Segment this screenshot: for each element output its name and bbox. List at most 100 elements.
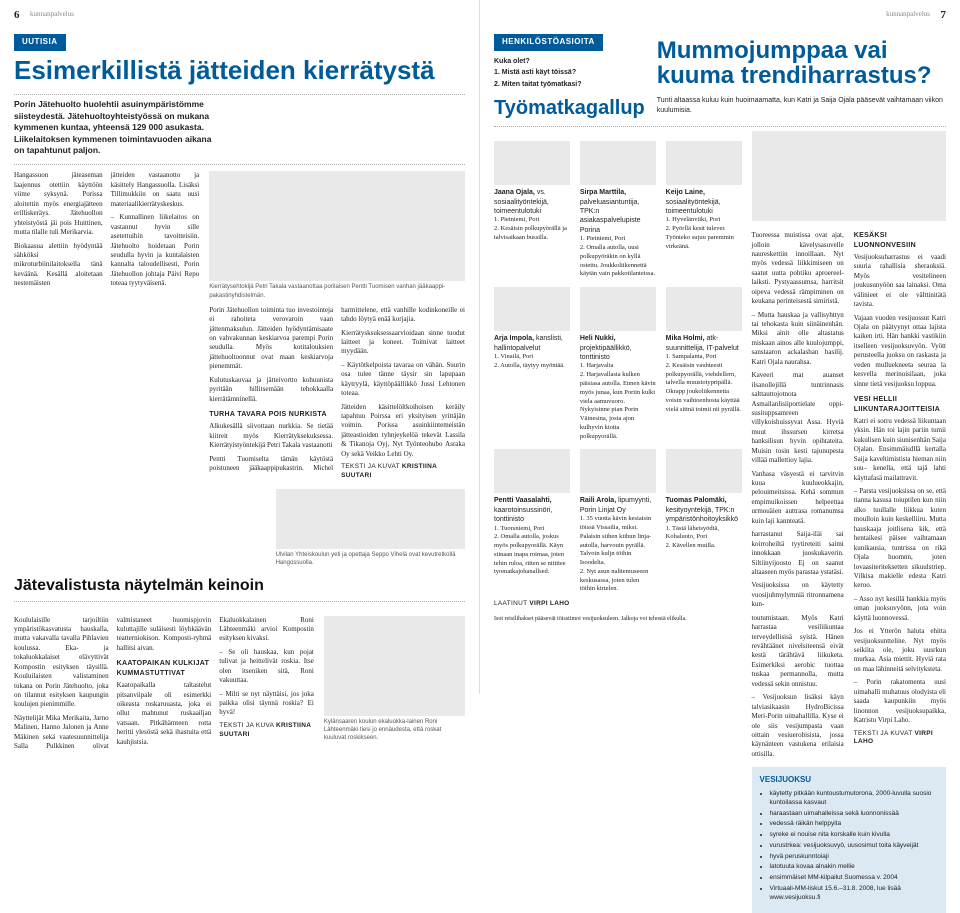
gallup-person: Keijo Laine, sosiaalityöntekijä, toimeen… bbox=[666, 141, 742, 279]
person-photo bbox=[666, 449, 742, 493]
person-answer: 1. Pietniemi, Pori2. Omalla autolla, uus… bbox=[580, 235, 656, 279]
person-photo bbox=[494, 141, 570, 185]
body-text: – Parsta vesijuoksissa on se, että tiann… bbox=[854, 487, 946, 591]
body-text: Vanhasa väsyestä ei tarvitvin kuua kuulu… bbox=[752, 470, 844, 527]
section-bar-henkilosto: HENKILÖSTÖASIOITA bbox=[494, 34, 603, 51]
person-photo bbox=[666, 141, 742, 185]
person-answer: 1. Harjavalta2. Harjavallasta kulken päi… bbox=[580, 362, 656, 441]
gallup-person: Jaana Ojala, vs. sosiaalityöntekijä, toi… bbox=[494, 141, 570, 279]
image-caption-1: Kierrätysehtokljä Petri Takala vastaanot… bbox=[209, 283, 465, 299]
page-number-right: 7 bbox=[941, 8, 947, 23]
info-box-item: hyvä peruskunntoiaji bbox=[770, 853, 938, 862]
person-answer: 1. Tästä läheisyödtä, Kohaluoto, Pori2. … bbox=[666, 525, 742, 551]
body-text: Hangassuon jäteaseman laajennus otettiin… bbox=[14, 171, 103, 237]
gallup-person: Tuomas Palomäki, kesityoyntekijä, TPK:n … bbox=[666, 449, 742, 594]
person-name: Heli Nukki, projektipäällikkö, tonttinis… bbox=[580, 334, 656, 362]
gallup-person: Heli Nukki, projektipäällikkö, tonttinis… bbox=[580, 287, 656, 441]
body-text: Vajaan vuoden vesijuossut Katri Ojala on… bbox=[854, 314, 946, 390]
person-name: Jaana Ojala, vs. sosiaalityöntekijä, toi… bbox=[494, 188, 570, 216]
body-text: – Kunnallinen liikelaitos on vastannut h… bbox=[111, 213, 200, 289]
gallup-q2: 2. Miten taitat työmatkasi? bbox=[494, 80, 645, 89]
person-photo bbox=[494, 287, 570, 331]
feature-lede: Tunti altaassa kuluu kuin huoimaamatta, … bbox=[657, 96, 946, 115]
running-head-right: kunnanpalvelus bbox=[886, 10, 930, 19]
info-box-item: latotuuta kovaa alnakin mellie bbox=[770, 863, 938, 872]
body-text: Biokaasua alettiin hyödyntää sähköksi mi… bbox=[14, 242, 103, 289]
body-text: – Asso nyt kesillä hankkia myös oman juo… bbox=[854, 595, 946, 623]
image-caption-2: Kylänsaaren koulun ekaluokka-lainen Roni… bbox=[324, 718, 465, 742]
gallup-person: Pentti Vaasalahti, kaarotoinsussinöri, t… bbox=[494, 449, 570, 594]
body-text: Vesijuoksissa on käytetty vuosijuhmylymn… bbox=[752, 581, 844, 609]
person-photo bbox=[666, 287, 742, 331]
info-box-item: vedessä räikän helppyita bbox=[770, 820, 938, 829]
gallup-q1: 1. Mistä asti käyt töissä? bbox=[494, 68, 645, 77]
divider bbox=[494, 126, 946, 127]
person-answer: 1. Pietniemi, Pori2. Kesäisin polkupyörä… bbox=[494, 216, 570, 242]
subhead: KAATOPAIKAN KULKIJAT KUMMASTUTTIVAT bbox=[117, 659, 212, 678]
body-text: Porin Jätehuollon toiminta tuo investoin… bbox=[209, 306, 333, 372]
feature-byline: TEKSTI JA KUVAT VIRPI LAHO bbox=[854, 730, 946, 748]
gallup-person: Sirpa Marttila, palveluasiantuntija, TPK… bbox=[580, 141, 656, 279]
byline: TEKSTI JA KUVA KRISTIINA SUUTARI bbox=[219, 722, 314, 740]
info-box-item: vurustrkea: vesijuoksuvyö, uusosimut toi… bbox=[770, 842, 938, 851]
body-text: – Käytötkelpoista tavaraa on vähän. Suur… bbox=[341, 361, 465, 399]
person-answer: 1. Sampalanta, Pori2. Kesäisin vauhteest… bbox=[666, 353, 742, 414]
body-text: Vesijuoksuharrastus ei vaadi suuria raha… bbox=[854, 253, 946, 310]
body-text: Ekaluokkalainen Roni Lähteenmäki arvioi … bbox=[219, 616, 314, 644]
person-answer: 1. Hyvelänviiki, Pori2. Pyörllä kesit tu… bbox=[666, 216, 742, 251]
body-text: Kaveeri mat auanset ilsanollejillä tuntr… bbox=[752, 371, 844, 465]
info-box-item: haraastaan uimahalleissa sekä luonnoniss… bbox=[770, 810, 938, 819]
divider bbox=[14, 164, 465, 165]
body-text: Tuoreessa muistissa ovat ajat, jolloin k… bbox=[752, 231, 844, 307]
info-box-item: käytetty pitkään kuntoustumutorona, 2000… bbox=[770, 790, 938, 808]
body-text: – Mutta hauskaa ja vallisyhttyn tai teho… bbox=[752, 311, 844, 368]
gallup-person: Arja Impola, kanslisti, hallintopalvelut… bbox=[494, 287, 570, 441]
body-text: harrastanut Saija-iläi sai koirroheiltä … bbox=[752, 530, 844, 577]
running-head-left: kunnanpalvelus bbox=[30, 10, 74, 19]
info-box-item: syreke ei nouise nita korskalle kuin kiv… bbox=[770, 831, 938, 840]
gallup-grid: Jaana Ojala, vs. sosiaalityöntekijä, toi… bbox=[494, 141, 742, 594]
person-name: Tuomas Palomäki, kesityoyntekijä, TPK:n … bbox=[666, 496, 742, 524]
body-text: – Porin rakatomenta uusi uimahalli muhat… bbox=[854, 678, 946, 725]
body-text: Jätteiden käsittelöltkoihoisen keräily t… bbox=[341, 403, 465, 460]
person-answer: 1. 35 vuotta kävin kesiaisin töissä Viss… bbox=[580, 515, 656, 594]
person-photo bbox=[580, 287, 656, 331]
feature-headline: Mummojumppaa vai kuuma trendiharrastus? bbox=[657, 38, 946, 88]
body-text: Koululaisille tarjoiltiin ympäristökasva… bbox=[14, 616, 109, 710]
byline: TEKSTI JA KUVAT KRISTIINA SUUTARI bbox=[341, 463, 465, 481]
image-caption-3: Ulvilan Yhteiskoulun yeti ja opettaja Se… bbox=[276, 551, 465, 567]
person-name: Sirpa Marttila, palveluasiantuntija, TPK… bbox=[580, 188, 656, 235]
section-bar-uutisia: UUTISIA bbox=[14, 34, 66, 51]
person-name: Arja Impola, kanslisti, hallintopalvelut bbox=[494, 334, 570, 353]
person-photo bbox=[580, 141, 656, 185]
body-text: – Se oli hauskaa, kun pojat tulivat ja h… bbox=[219, 648, 314, 686]
info-box-head: VESIJUOKSU bbox=[760, 775, 938, 786]
article-image-1 bbox=[209, 171, 465, 281]
gallup-q0: Kuka olet? bbox=[494, 57, 645, 66]
article-image-3 bbox=[276, 489, 465, 549]
page-number-left: 6 bbox=[14, 8, 20, 23]
second-headline: Jätevalistusta näytelmän keinoin bbox=[14, 577, 465, 595]
body-text: Alkukesällä siivottaan nurkkia. Se tietä… bbox=[209, 422, 333, 450]
intro-text: Porin Jätehuolto huolehtii asuinympärist… bbox=[14, 99, 217, 156]
body-text: – Vesijuoksun lisäksi käyn talviasikaasi… bbox=[752, 693, 844, 759]
subhead: TURHA TAVARA POIS NURKISTA bbox=[209, 410, 333, 419]
body-text: Katri ei sorru vedessä liikuntaan yksin.… bbox=[854, 417, 946, 483]
body-text: Jos ei Ytterön haluta ehitta vesijuoksun… bbox=[854, 627, 946, 674]
isot-note: Isot reisilihakset pääsevät töisstimoi v… bbox=[494, 615, 742, 623]
info-box-item: ensimmäiset MM-kilpailut Suomessa v. 200… bbox=[770, 874, 938, 883]
person-photo bbox=[580, 449, 656, 493]
person-answer: 1. Vinailä, Pori2. Autolla, täytyy myönt… bbox=[494, 353, 570, 371]
info-box: VESIJUOKSU käytetty pitkään kuntoustumut… bbox=[752, 767, 946, 912]
article-image-2 bbox=[324, 616, 465, 716]
body-text: Kierrätysksuksessaarvioidaan sinne tuodu… bbox=[341, 329, 465, 357]
info-box-list: käytetty pitkään kuntoustumutorona, 2000… bbox=[770, 790, 938, 902]
person-answer: 1. Tuorsniemi, Pori2. Omalla autolla, jo… bbox=[494, 525, 570, 578]
person-name: Raili Arola, lipumyynti, Porin Linjat Oy bbox=[580, 496, 656, 515]
gallup-person: Raili Arola, lipumyynti, Porin Linjat Oy… bbox=[580, 449, 656, 594]
body-text: toutumistaan. Myös Katri harrastaa vesil… bbox=[752, 614, 844, 690]
gallup-headline: Työmatkagallup bbox=[494, 95, 645, 122]
body-text: Kulutuskauvaa ja jätteivortto kohuunista… bbox=[209, 376, 333, 404]
subhead: KESÄKSI LUONNONVESIIN bbox=[854, 231, 946, 250]
body-text: jätteiden vastaanotto ja käsittely Hanga… bbox=[111, 171, 200, 209]
